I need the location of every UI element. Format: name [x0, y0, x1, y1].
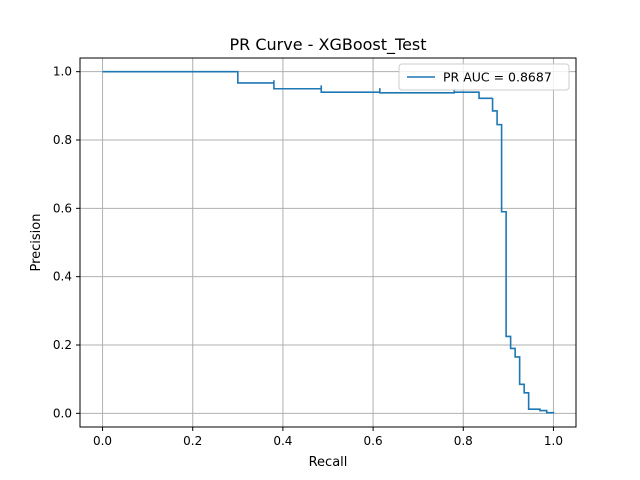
chart-title: PR Curve - XGBoost_Test [229, 35, 426, 55]
x-axis-label: Recall [309, 455, 348, 470]
axes-frame [79, 57, 577, 428]
x-tick-label: 0.0 [93, 434, 112, 448]
x-tick-label: 0.2 [183, 434, 202, 448]
pr-curve-line [102, 70, 555, 414]
legend-label: PR AUC = 0.8687 [443, 70, 552, 85]
y-axis-label: Precision [29, 213, 44, 271]
y-tick-label: 0.4 [53, 270, 72, 284]
y-tick-label: 0.8 [53, 133, 72, 147]
y-tick-label: 0.0 [53, 406, 72, 420]
legend-box [398, 63, 570, 91]
grid [80, 58, 576, 427]
y-tick-label: 0.6 [53, 201, 72, 215]
y-tick-label: 1.0 [53, 65, 72, 79]
legend: PR AUC = 0.8687 [398, 63, 570, 91]
x-tick-label: 0.6 [364, 434, 383, 448]
x-tick-label: 0.8 [454, 434, 473, 448]
x-tick-label: 1.0 [544, 434, 563, 448]
y-tick-label: 0.2 [53, 338, 72, 352]
ticks: 0.0 0.2 0.4 0.6 0.8 1.0 0.0 0.2 0.4 0.6 0.8 1.0 [53, 65, 563, 448]
x-tick-label: 0.4 [273, 434, 292, 448]
series-layer [102, 70, 555, 414]
